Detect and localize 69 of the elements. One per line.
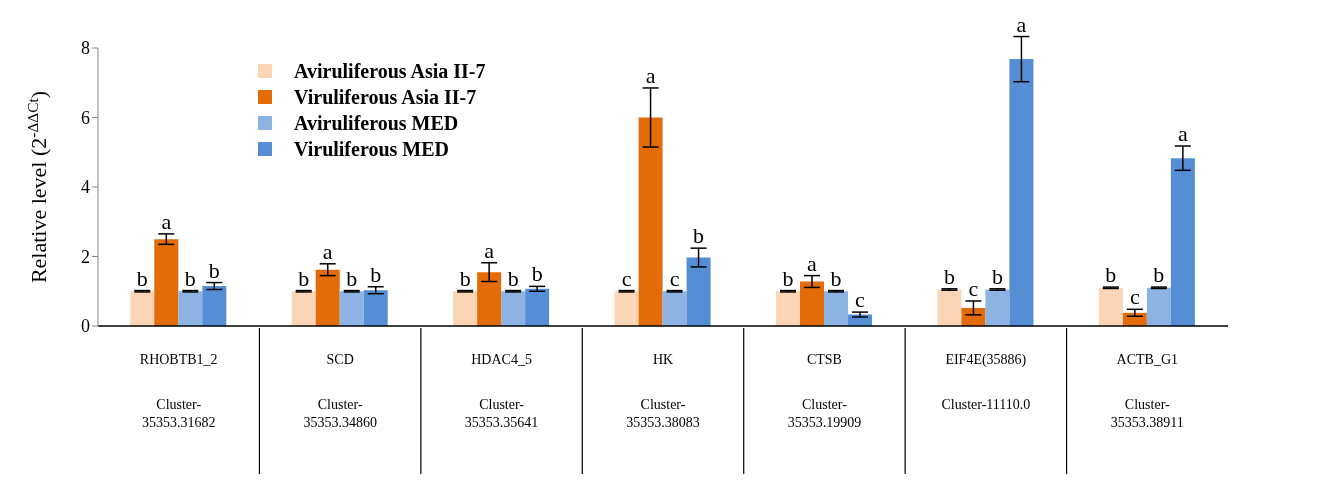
data-label: b xyxy=(693,223,705,249)
data-label: b xyxy=(507,265,519,291)
bar xyxy=(363,290,388,326)
bar xyxy=(686,257,711,326)
y-tick-label: 6 xyxy=(81,107,90,128)
data-label: c xyxy=(855,287,866,313)
bar xyxy=(824,291,848,326)
bar xyxy=(501,291,526,326)
bar xyxy=(1009,59,1034,326)
bar xyxy=(525,288,550,326)
data-label: c xyxy=(1129,284,1140,310)
legend-label: Viruliferous MED xyxy=(294,137,449,162)
data-label: b xyxy=(782,265,794,291)
bar xyxy=(1146,287,1171,326)
data-label: a xyxy=(1016,11,1027,37)
bar xyxy=(800,281,824,326)
data-label: a xyxy=(484,237,495,263)
legend-label: Aviruliferous MED xyxy=(294,111,459,136)
bar xyxy=(178,291,203,326)
data-label: b xyxy=(1105,262,1117,288)
data-label: b xyxy=(298,265,310,291)
data-label: b xyxy=(943,263,955,289)
legend-label: Aviruliferous Asia II-7 xyxy=(294,59,486,84)
data-label: b xyxy=(531,261,543,287)
bar xyxy=(315,269,340,326)
data-label: a xyxy=(807,250,818,276)
data-label: c xyxy=(968,275,979,301)
data-label: b xyxy=(1153,262,1165,288)
category-label: HDAC4_5 Cluster-35353.35641 xyxy=(464,352,539,430)
category-label: EIF4E(35886) Cluster-11110.0 xyxy=(941,352,1031,412)
y-tick-label: 2 xyxy=(81,246,90,267)
data-label: a xyxy=(1177,120,1188,146)
category-label: ACTB_G1 Cluster-35353.38911 xyxy=(1110,352,1184,430)
data-label: b xyxy=(991,263,1003,289)
bar xyxy=(638,117,663,326)
bar xyxy=(937,289,962,326)
data-label: a xyxy=(322,238,333,264)
data-label: c xyxy=(669,265,680,291)
data-label: b xyxy=(208,257,220,283)
category-label: SCD Cluster-35353.34860 xyxy=(303,352,377,430)
bar xyxy=(291,291,316,326)
category-label: HK Cluster-35353.38083 xyxy=(626,352,700,430)
data-label: b xyxy=(459,265,471,291)
bar xyxy=(453,291,478,326)
bar xyxy=(1170,158,1195,326)
y-tick-label: 4 xyxy=(81,177,90,198)
category-label: RHOBTB1_2 Cluster-35353.31682 xyxy=(139,352,218,430)
data-label: b xyxy=(370,261,382,287)
bar xyxy=(614,291,639,326)
legend-label: Viruliferous Asia II-7 xyxy=(294,85,477,110)
data-label: a xyxy=(161,208,172,234)
data-label: b xyxy=(830,265,842,291)
bar xyxy=(202,286,227,326)
data-label: a xyxy=(645,62,656,88)
y-tick-label: 0 xyxy=(81,316,90,337)
data-label: b xyxy=(346,265,358,291)
data-label: b xyxy=(184,265,196,291)
bar xyxy=(1098,287,1123,326)
bar xyxy=(130,291,155,326)
bar xyxy=(985,289,1010,326)
data-label: c xyxy=(621,265,632,291)
bar xyxy=(339,291,364,326)
bar xyxy=(662,291,687,326)
bar xyxy=(776,291,800,326)
y-tick-label: 8 xyxy=(81,38,90,59)
data-label: b xyxy=(136,265,148,291)
bar xyxy=(477,272,502,326)
category-label: CTSB Cluster-35353.19909 xyxy=(787,352,862,430)
bar xyxy=(154,239,179,326)
